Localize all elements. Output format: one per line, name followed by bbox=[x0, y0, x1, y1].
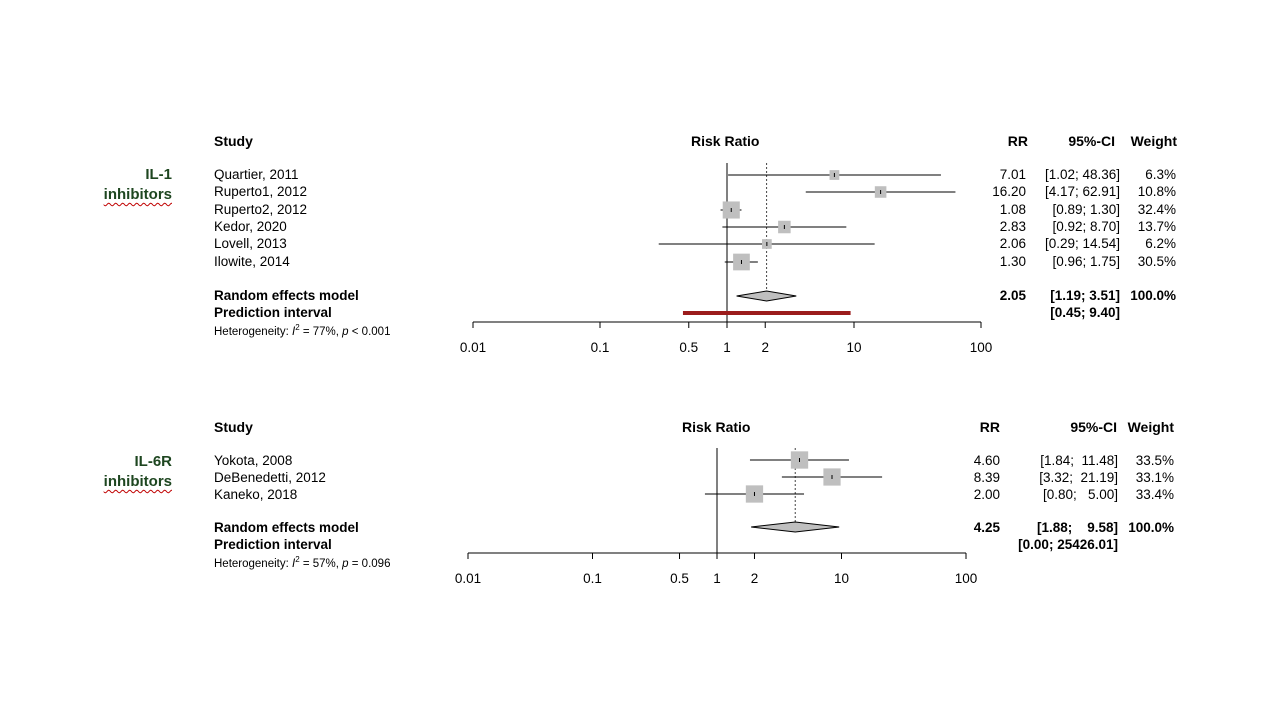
axis-tick-label: 100 bbox=[969, 340, 993, 355]
pooled-weight: 100.0% bbox=[1128, 520, 1174, 535]
heterogeneity-text: Heterogeneity: I2 = 57%, p = 0.096 bbox=[214, 555, 391, 570]
axis-tick-label: 10 bbox=[833, 571, 850, 586]
i2-value: = 57%, bbox=[299, 557, 343, 570]
study-name: Ruperto1, 2012 bbox=[214, 184, 308, 199]
pooled-ci: [1.88; 9.58] bbox=[1036, 520, 1118, 535]
i2-symbol: I bbox=[292, 557, 296, 570]
group-label-il6r-line1: IL-6R bbox=[134, 453, 173, 470]
study-name: Yokota, 2008 bbox=[214, 453, 293, 468]
header-study: Study bbox=[214, 133, 253, 149]
study-weight: 6.2% bbox=[1145, 236, 1176, 251]
header-weight: Weight bbox=[1130, 133, 1177, 149]
pooled-label: Random effects model bbox=[214, 520, 359, 535]
axis-tick-label: 0.5 bbox=[670, 571, 689, 586]
i2-value: = 77%, bbox=[299, 325, 343, 338]
study-weight: 30.5% bbox=[1137, 254, 1176, 269]
axis-tick-label: 1 bbox=[713, 571, 721, 586]
study-rr: 2.83 bbox=[999, 219, 1026, 234]
group-label-il1-line2: inhibitors bbox=[103, 186, 172, 203]
axis-tick-label: 10 bbox=[846, 340, 862, 355]
group-label-il1-line1: IL-1 bbox=[145, 166, 172, 183]
pooled-diamond bbox=[751, 521, 840, 533]
study-name: Kaneko, 2018 bbox=[214, 487, 298, 502]
header-weight: Weight bbox=[1127, 419, 1174, 435]
pooled-rr: 4.25 bbox=[973, 520, 1000, 535]
study-name: Kedor, 2020 bbox=[214, 219, 287, 234]
prediction-ci: [0.00; 25426.01] bbox=[1018, 537, 1118, 552]
axis-tick-label: 0.1 bbox=[583, 571, 602, 586]
pooled-ci: [1.19; 3.51] bbox=[1050, 288, 1120, 303]
pooled-rr: 2.05 bbox=[999, 288, 1026, 303]
p-value: < 0.001 bbox=[348, 325, 391, 338]
axis-tick-label: 0.01 bbox=[454, 571, 482, 586]
axis-tick-label: 0.01 bbox=[459, 340, 487, 355]
prediction-label: Prediction interval bbox=[214, 305, 332, 320]
study-ci: [0.89; 1.30] bbox=[1052, 202, 1120, 217]
study-ci: [0.92; 8.70] bbox=[1052, 219, 1120, 234]
heterogeneity-text: Heterogeneity: I2 = 77%, p < 0.001 bbox=[214, 323, 391, 338]
study-weight: 10.8% bbox=[1137, 184, 1176, 199]
study-ci: [4.17; 62.91] bbox=[1044, 184, 1120, 199]
p-symbol: p bbox=[342, 557, 349, 570]
study-rr: 7.01 bbox=[999, 167, 1026, 182]
study-weight: 6.3% bbox=[1145, 167, 1176, 182]
study-ci: [0.80; 5.00] bbox=[1042, 487, 1118, 502]
group-label-il6r-line2: inhibitors bbox=[103, 473, 172, 490]
study-weight: 33.1% bbox=[1135, 470, 1174, 485]
pooled-weight: 100.0% bbox=[1130, 288, 1176, 303]
header-ci: 95%-CI bbox=[1068, 133, 1115, 149]
p-symbol: p bbox=[342, 325, 349, 338]
study-name: Quartier, 2011 bbox=[214, 167, 299, 182]
header-risk-ratio: Risk Ratio bbox=[682, 419, 751, 435]
study-weight: 32.4% bbox=[1137, 202, 1176, 217]
header-rr: RR bbox=[979, 419, 1000, 435]
heterogeneity-prefix: Heterogeneity: bbox=[214, 325, 292, 338]
study-weight: 33.4% bbox=[1135, 487, 1174, 502]
study-weight: 13.7% bbox=[1137, 219, 1176, 234]
study-rr: 1.30 bbox=[999, 254, 1026, 269]
study-name: Ruperto2, 2012 bbox=[214, 202, 308, 217]
header-rr: RR bbox=[1007, 133, 1028, 149]
study-ci: [1.84; 11.48] bbox=[1040, 453, 1118, 468]
axis-tick-label: 1 bbox=[723, 340, 731, 355]
study-rr: 2.06 bbox=[999, 236, 1026, 251]
study-ci: [0.29; 14.54] bbox=[1044, 236, 1120, 251]
study-ci: [3.32; 21.19] bbox=[1039, 470, 1118, 485]
group-label-il1: IL-1 inhibitors bbox=[104, 165, 172, 205]
study-name: Lovell, 2013 bbox=[214, 236, 287, 251]
study-ci: [1.02; 48.36] bbox=[1044, 167, 1120, 182]
axis-tick-label: 0.5 bbox=[679, 340, 699, 355]
header-risk-ratio: Risk Ratio bbox=[691, 133, 760, 149]
p-value: = 0.096 bbox=[348, 557, 391, 570]
pooled-diamond bbox=[736, 290, 797, 302]
heterogeneity-prefix: Heterogeneity: bbox=[214, 557, 292, 570]
pooled-label: Random effects model bbox=[214, 288, 359, 303]
study-rr: 1.08 bbox=[999, 202, 1026, 217]
study-name: Ilowite, 2014 bbox=[214, 254, 290, 269]
axis-tick-label: 100 bbox=[954, 571, 978, 586]
study-name: DeBenedetti, 2012 bbox=[214, 470, 326, 485]
axis-tick-label: 2 bbox=[761, 340, 769, 355]
study-rr: 4.60 bbox=[973, 453, 1000, 468]
i2-symbol: I bbox=[292, 325, 296, 338]
group-label-il6r: IL-6R inhibitors bbox=[104, 452, 172, 492]
header-ci: 95%-CI bbox=[1070, 419, 1117, 435]
header-study: Study bbox=[214, 419, 253, 435]
study-rr: 16.20 bbox=[992, 184, 1026, 199]
study-rr: 8.39 bbox=[973, 470, 1000, 485]
study-weight: 33.5% bbox=[1135, 453, 1174, 468]
axis-tick-label: 0.1 bbox=[590, 340, 610, 355]
prediction-label: Prediction interval bbox=[214, 537, 332, 552]
study-ci: [0.96; 1.75] bbox=[1052, 254, 1120, 269]
prediction-ci: [0.45; 9.40] bbox=[1050, 305, 1120, 320]
axis-tick-label: 2 bbox=[750, 571, 759, 586]
study-rr: 2.00 bbox=[973, 487, 1000, 502]
